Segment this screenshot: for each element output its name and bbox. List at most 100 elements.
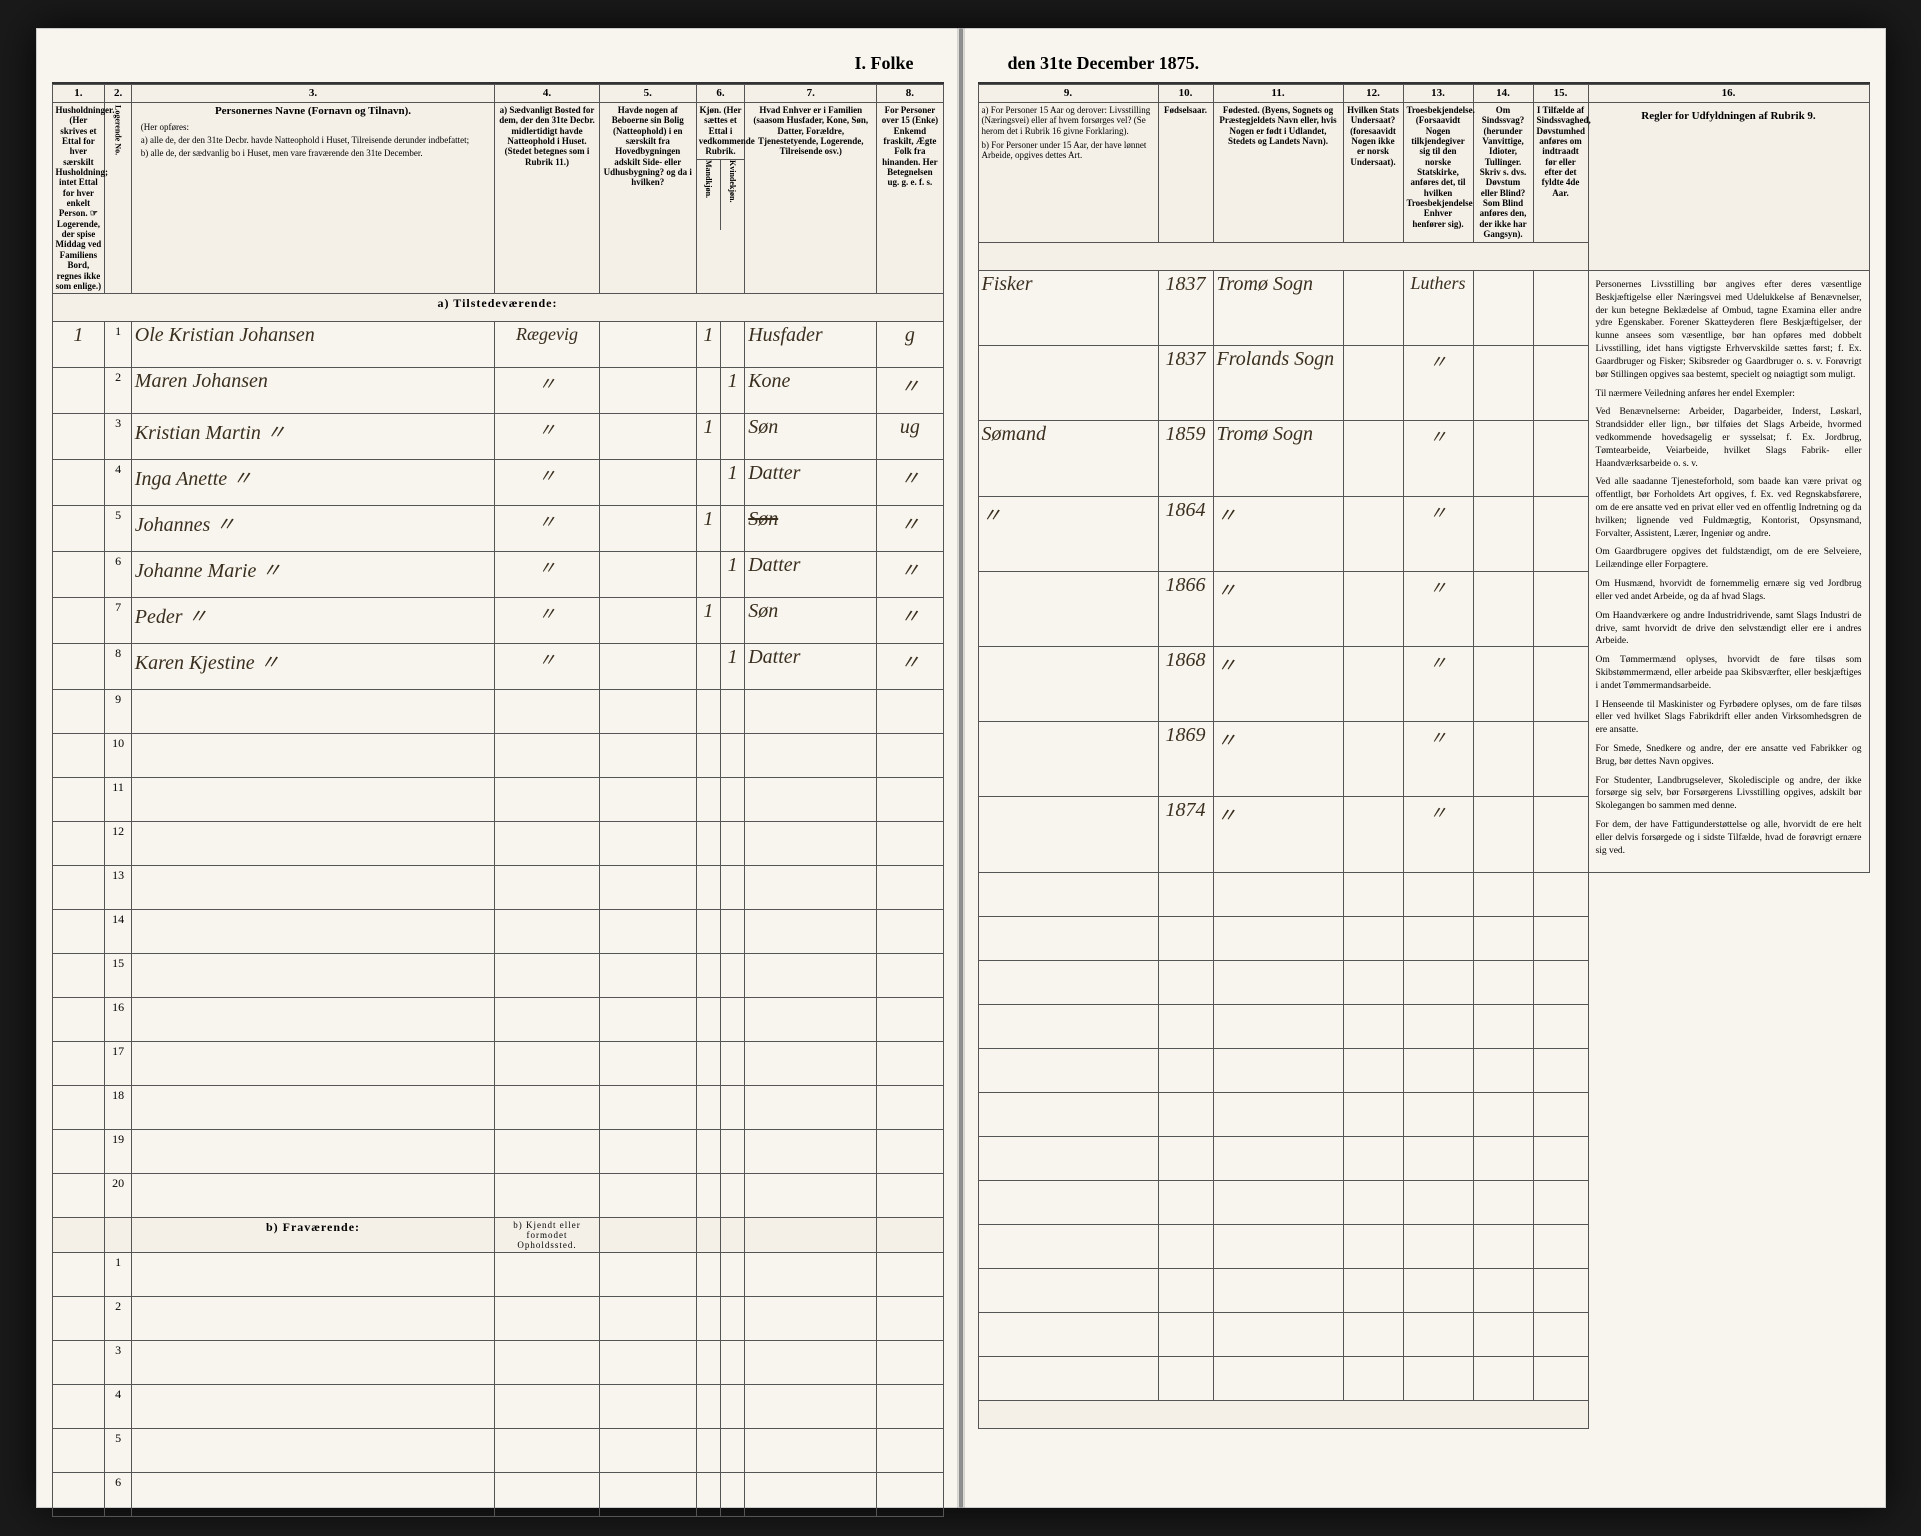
household-num — [52, 368, 105, 414]
col-num: 12. — [1343, 85, 1403, 103]
person-num: 4 — [105, 460, 131, 506]
table-row: 1 — [52, 1253, 943, 1297]
person-num: 1 — [105, 1253, 131, 1297]
instruction-para: For Smede, Snedkere og andre, der ere an… — [1596, 743, 1862, 769]
marital-status: 〃 — [877, 644, 943, 690]
col-num: 1. — [52, 85, 105, 103]
table-row: 6Johanne Marie 〃〃1Datter〃 — [52, 552, 943, 598]
person-num: 8 — [105, 644, 131, 690]
person-num: 2 — [105, 1297, 131, 1341]
marital-status: g — [877, 322, 943, 368]
person-num: 9 — [105, 690, 131, 734]
outbuilding — [599, 322, 696, 368]
table-row — [978, 1356, 1869, 1400]
disability — [1473, 646, 1533, 721]
person-num: 19 — [105, 1130, 131, 1174]
birthplace: Tromø Sogn — [1213, 421, 1343, 496]
table-row — [978, 1004, 1869, 1048]
table-row — [978, 872, 1869, 916]
nationality — [1343, 797, 1403, 872]
table-row — [978, 1224, 1869, 1268]
occupation — [978, 722, 1158, 797]
table-row — [978, 1268, 1869, 1312]
onset — [1533, 722, 1588, 797]
sex-female: 1 — [720, 460, 744, 506]
onset — [1533, 421, 1588, 496]
residence: 〃 — [495, 506, 600, 552]
census-book-spread: I. Folke 1. 2. 3. 4. 5. 6. 7. 8. Hushold… — [36, 28, 1886, 1508]
religion: Luthers — [1403, 271, 1473, 346]
hdr-outbuilding: Havde nogen af Beboerne sin Bolig (Natte… — [599, 103, 696, 294]
birth-year: 1866 — [1158, 571, 1213, 646]
religion: 〃 — [1403, 797, 1473, 872]
nationality — [1343, 496, 1403, 571]
birth-year: 1868 — [1158, 646, 1213, 721]
table-row: 6 — [52, 1473, 943, 1517]
nationality — [1343, 346, 1403, 421]
outbuilding — [599, 552, 696, 598]
occupation: Fisker — [978, 271, 1158, 346]
family-position: Søn — [745, 598, 877, 644]
outbuilding — [599, 506, 696, 552]
table-row: 5 — [52, 1429, 943, 1473]
residence: 〃 — [495, 414, 600, 460]
instruction-para: Til nærmere Veiledning anføres her endel… — [1596, 388, 1862, 401]
section-absent-r — [978, 1400, 1869, 1428]
hdr-family-pos: Hvad Enhver er i Familien (saasom Husfad… — [745, 103, 877, 294]
birthplace: 〃 — [1213, 722, 1343, 797]
occupation — [978, 346, 1158, 421]
header-row: Husholdninger. (Her skrives et Ettal for… — [52, 103, 943, 294]
table-row — [978, 1180, 1869, 1224]
birthplace: 〃 — [1213, 646, 1343, 721]
marital-status: ug — [877, 414, 943, 460]
section-present: a) Tilstedeværende: — [52, 294, 943, 322]
birthplace: 〃 — [1213, 797, 1343, 872]
person-num: 3 — [105, 1341, 131, 1385]
outbuilding — [599, 598, 696, 644]
table-row — [978, 1312, 1869, 1356]
person-name: Peder 〃 — [131, 598, 494, 644]
table-row: Fisker1837Tromø SognLuthersPersonernes L… — [978, 271, 1869, 346]
nationality — [1343, 722, 1403, 797]
left-page: I. Folke 1. 2. 3. 4. 5. 6. 7. 8. Hushold… — [36, 28, 961, 1508]
person-num: 16 — [105, 998, 131, 1042]
person-num: 15 — [105, 954, 131, 998]
occupation — [978, 646, 1158, 721]
table-row: 14 — [52, 910, 943, 954]
book-spine — [957, 28, 965, 1508]
disability — [1473, 722, 1533, 797]
family-position: Kone — [745, 368, 877, 414]
person-name: Inga Anette 〃 — [131, 460, 494, 506]
instruction-para: Om Gaardbrugere opgives det fuldstændigt… — [1596, 546, 1862, 572]
sex-male: 1 — [696, 598, 720, 644]
household-num — [52, 460, 105, 506]
person-num: 2 — [105, 368, 131, 414]
marital-status: 〃 — [877, 506, 943, 552]
hdr-occupation: a) For Personer 15 Aar og derover: Livss… — [978, 103, 1158, 243]
table-row — [978, 1092, 1869, 1136]
census-table-right: 9. 10. 11. 12. 13. 14. 15. 16. a) For Pe… — [978, 84, 1870, 1429]
person-num: 7 — [105, 598, 131, 644]
col-num: 4. — [495, 85, 600, 103]
hdr-households: Husholdninger. (Her skrives et Ettal for… — [52, 103, 105, 294]
residence: 〃 — [495, 552, 600, 598]
hdr-marital: For Personer over 15 (Enke) Enkemd frask… — [877, 103, 943, 294]
instructions-cell: Personernes Livsstilling bør angives eft… — [1588, 271, 1869, 873]
table-row: 4Inga Anette 〃〃1Datter〃 — [52, 460, 943, 506]
census-table-left: 1. 2. 3. 4. 5. 6. 7. 8. Husholdninger. (… — [52, 84, 944, 1517]
hdr-names: Personernes Navne (Fornavn og Tilnavn). … — [131, 103, 494, 294]
page-title-right: den 31te December 1875. — [978, 49, 1870, 84]
residence: 〃 — [495, 460, 600, 506]
birth-year: 1874 — [1158, 797, 1213, 872]
outbuilding — [599, 644, 696, 690]
instruction-para: For dem, der have Fattigunderstøttelse o… — [1596, 819, 1862, 857]
col-num: 9. — [978, 85, 1158, 103]
person-num: 3 — [105, 414, 131, 460]
sex-male: 1 — [696, 414, 720, 460]
sex-male — [696, 460, 720, 506]
table-row: 15 — [52, 954, 943, 998]
nationality — [1343, 271, 1403, 346]
person-num: 12 — [105, 822, 131, 866]
birth-year: 1837 — [1158, 271, 1213, 346]
person-num: 5 — [105, 506, 131, 552]
